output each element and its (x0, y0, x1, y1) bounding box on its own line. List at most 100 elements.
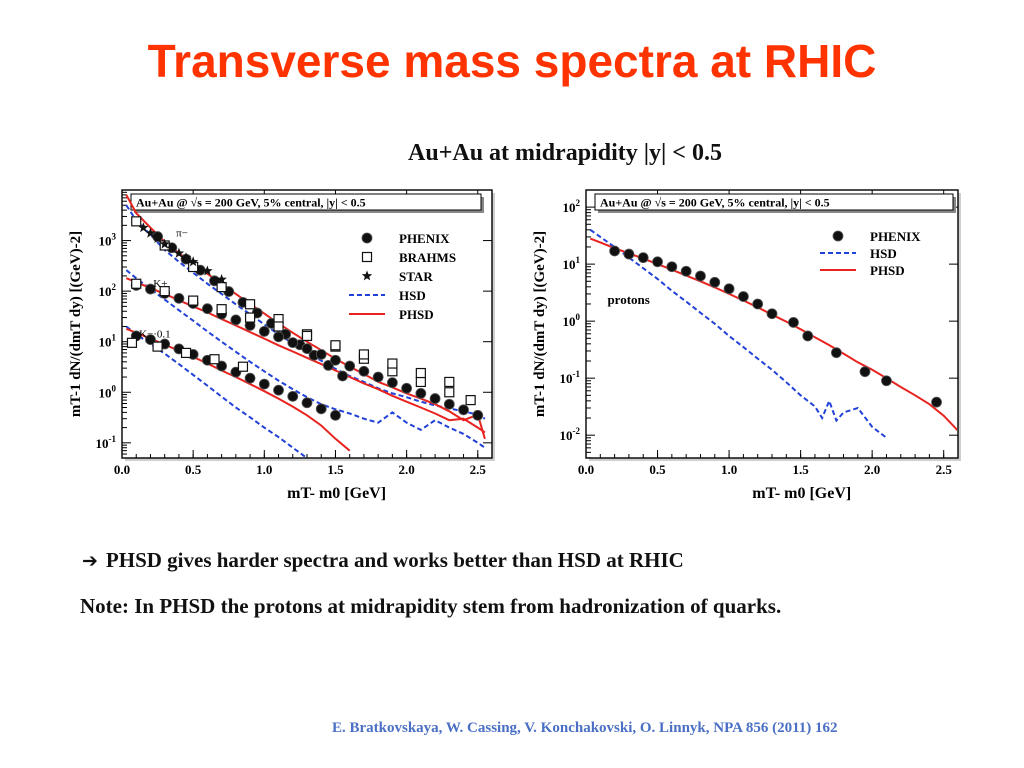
phenix-point (230, 314, 242, 326)
conclusion-bullet: ➔ PHSD gives harder spectra and works bet… (82, 548, 684, 573)
plot-header-text: Au+Au @ √s = 200 GeV, 5% central, |y| < … (600, 196, 830, 210)
phenix-point (287, 337, 299, 348)
star-point (187, 256, 199, 267)
brahms-point (387, 358, 398, 369)
phenix-point (372, 371, 384, 383)
phenix-legend-marker (832, 230, 844, 242)
species-label: K−·0.1 (139, 329, 171, 341)
y-tick-label: 101 (99, 333, 117, 350)
brahms-point (330, 340, 341, 351)
y-tick-label: 10-1 (96, 434, 117, 451)
phenix-point (358, 365, 370, 377)
plot-area (125, 194, 486, 457)
x-axis-label: mT- m0 [GeV] (752, 485, 851, 502)
brahms-point (301, 330, 313, 342)
phenix-point (244, 372, 256, 384)
phenix-point (709, 276, 721, 288)
legend: PHENIX BRAHMS STAR HSD PHSD (349, 231, 456, 322)
phenix-legend-marker (361, 232, 373, 244)
phenix-point (315, 403, 327, 415)
y-tick-label: 10-1 (560, 369, 581, 386)
phenix-point (859, 366, 871, 378)
star-point (166, 242, 177, 253)
star-point (180, 252, 192, 263)
x-tick-label: 2.0 (864, 462, 880, 477)
phenix-point (301, 343, 313, 355)
brahms-point (152, 341, 163, 352)
note-text: Note: In PHSD the protons at midrapidity… (80, 594, 782, 618)
brahms-point (188, 295, 199, 306)
phenix-point (680, 265, 692, 277)
brahms-point (131, 216, 142, 227)
phenix-point (652, 256, 663, 268)
phenix-point (330, 409, 341, 421)
star-point (216, 274, 227, 284)
y-tick-label: 100 (563, 312, 581, 329)
species-label: protons (607, 292, 649, 307)
plot-frame (585, 189, 959, 459)
y-axis-label: mT-1 dN/(dmT dy) [(GeV)-2] (532, 231, 548, 417)
phenix-point (273, 331, 284, 343)
phenix-point (723, 283, 735, 295)
brahms-point (358, 349, 370, 360)
brahms-point (444, 387, 455, 398)
x-tick-label: 0.5 (649, 462, 666, 477)
phenix-point (766, 308, 778, 320)
plot-header-box: Au+Au @ √s = 200 GeV, 5% central, |y| < … (130, 193, 484, 213)
plot-area (589, 228, 957, 439)
hsd-curve-k (125, 269, 486, 449)
phenix-point (145, 283, 156, 295)
phenix-point (443, 398, 455, 410)
brahms-point (237, 361, 249, 372)
phenix-point (830, 347, 842, 359)
x-tick-label: 0.0 (114, 462, 130, 477)
y-tick-label: 102 (99, 282, 117, 299)
phenix-point (931, 396, 942, 408)
x-axis-label: mT- m0 [GeV] (287, 485, 386, 502)
phenix-point (315, 349, 327, 360)
phenix-point (458, 404, 469, 416)
phenix-point (337, 370, 348, 382)
x-tick-label: 1.5 (327, 462, 344, 477)
phenix-point (802, 330, 814, 342)
brahms-point (126, 337, 138, 348)
phenix-point (344, 360, 356, 372)
brahms-point (465, 394, 476, 406)
legend-label: STAR (399, 269, 433, 284)
x-tick-label: 0.5 (185, 462, 202, 477)
x-tick-label: 1.0 (721, 462, 737, 477)
star-legend-marker (361, 270, 373, 281)
phsd-curve-k (125, 277, 486, 434)
phenix-point (737, 291, 749, 302)
hsd-curve (589, 228, 888, 439)
legend-label: BRAHMS (399, 250, 456, 265)
brahms-legend-marker (361, 251, 373, 263)
species-label: K+ (153, 278, 167, 290)
phenix-point (666, 261, 678, 273)
legend-label: HSD (870, 246, 897, 261)
citation-text: E. Bratkovskaya, W. Cassing, V. Konchako… (332, 720, 838, 736)
phenix-point (429, 393, 441, 404)
legend-label: PHSD (399, 307, 434, 322)
legend: PHENIX HSD PHSD (820, 229, 921, 278)
phenix-point (609, 245, 621, 257)
star-point (145, 227, 156, 238)
plot-header-box: Au+Au @ √s = 200 GeV, 5% central, |y| < … (594, 193, 956, 213)
y-axis-label: mT-1 dN/(dmT dy) [(GeV)-2] (68, 231, 84, 417)
star-point (159, 238, 170, 249)
x-tick-label: 1.0 (256, 462, 272, 477)
star-point (152, 233, 163, 243)
phenix-point (695, 270, 706, 282)
mesons-mt-spectra-chart: 0.0 0.5 1.0 1.5 2.0 2.5 10-1 100 101 102 103 mT- m0… (68, 189, 495, 502)
phenix-point (258, 378, 270, 390)
x-tick-label: 0.0 (578, 462, 594, 477)
y-tick-label: 103 (99, 232, 117, 249)
phenix-point (415, 387, 427, 399)
slide-title: Transverse mass spectra at RHIC (147, 35, 877, 87)
star-point (138, 222, 149, 233)
phenix-point (752, 298, 764, 310)
brahms-point (244, 299, 256, 310)
brahms-point (273, 321, 284, 332)
phenix-point (637, 252, 649, 264)
right-arrow-icon: ➔ (82, 550, 98, 572)
